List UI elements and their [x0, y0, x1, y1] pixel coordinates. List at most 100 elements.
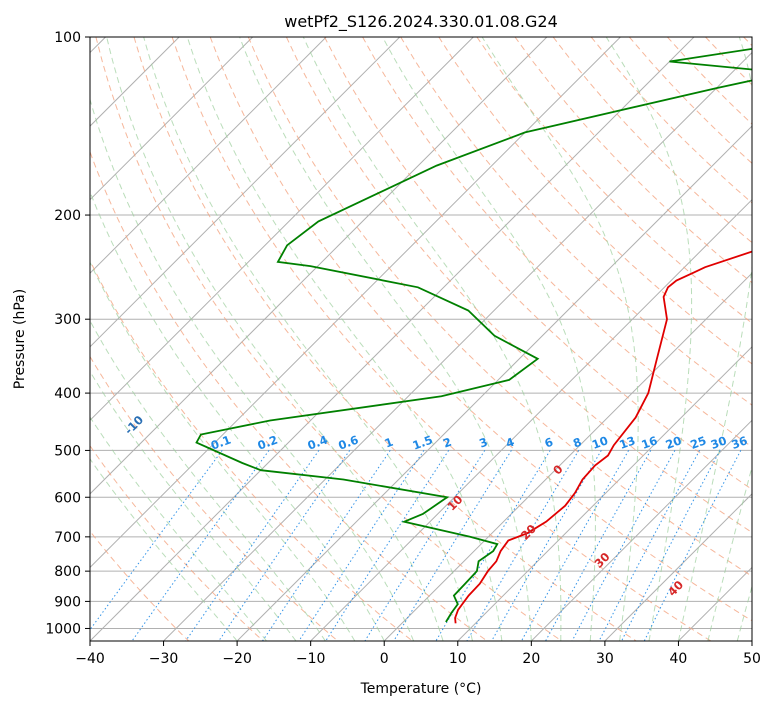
- isotherm-gridline: [90, 37, 621, 569]
- dry-adiabat: [95, 37, 562, 641]
- mixing-ratio-label: 10: [590, 433, 610, 452]
- mixing-ratio-line: [466, 450, 580, 641]
- mixing-ratio-label: 0.2: [256, 433, 280, 453]
- isotherm-gridline: [678, 566, 752, 641]
- isotherm-gridline: [90, 37, 695, 641]
- moist-adiabat: [707, 464, 752, 641]
- dry-adiabat: [90, 150, 488, 641]
- mixing-ratio-label: 1: [383, 435, 395, 451]
- isotherm-gridline: [90, 37, 254, 201]
- dry-adiabat: [90, 259, 413, 641]
- moist-adiabat: [90, 261, 356, 641]
- isotherm-gridline: [90, 37, 401, 348]
- y-tick-label: 600: [54, 490, 81, 506]
- y-tick-label: 800: [54, 564, 81, 580]
- y-axis: 100 200 300 400 500 600 700 800 900 1000: [45, 30, 90, 637]
- mixing-ratio-label: 0.1: [209, 433, 233, 453]
- mixing-ratio-line: [571, 450, 676, 641]
- mixing-ratio-label: 16: [639, 433, 659, 452]
- y-tick-label: 900: [54, 594, 81, 610]
- x-tick-label: 30: [596, 651, 614, 667]
- x-tick-label: −10: [296, 651, 326, 667]
- isotherm-gridline: [751, 640, 752, 641]
- dry-adiabat: [590, 37, 752, 204]
- y-tick-label: 500: [54, 443, 81, 459]
- dry-adiabat: [628, 37, 752, 164]
- mixing-ratio-label: 25: [688, 433, 708, 452]
- y-tick-label: 1000: [45, 621, 81, 637]
- mixing-ratio-label: 20: [664, 433, 684, 452]
- mixing-ratio-line: [393, 450, 512, 641]
- moist-adiabat: [736, 584, 752, 641]
- isotherm-gridline: [530, 419, 752, 641]
- dry-adiabat: [171, 37, 712, 641]
- data-lines: [195, 47, 752, 624]
- mixing-ratio-label: 0.4: [306, 433, 330, 453]
- x-axis-label: Temperature (°C): [360, 681, 482, 697]
- dry-adiabat: [400, 37, 752, 406]
- mixing-ratio-label: 36: [730, 433, 750, 452]
- moist-adiabat: [90, 370, 297, 641]
- mixing-ratio-line: [491, 450, 602, 641]
- mixing-ratio-label: 30: [709, 433, 729, 452]
- mixing-ratio-line: [185, 450, 320, 641]
- moist-adiabat: [481, 37, 639, 641]
- isotherm-gridline: [90, 37, 548, 495]
- temperature-profile: [454, 250, 752, 624]
- mixing-ratio-line: [298, 450, 425, 641]
- isotherm-gridline: [457, 346, 752, 641]
- mixing-ratio-label: 13: [617, 433, 637, 452]
- x-tick-label: 40: [670, 651, 688, 667]
- mixing-ratio-label: 2: [441, 435, 453, 451]
- dry-adiabat-label: -10: [122, 413, 147, 438]
- dry-adiabat: [438, 37, 752, 365]
- y-tick-label: 400: [54, 386, 81, 402]
- mixing-ratio-line: [621, 450, 721, 641]
- mixing-ratio-line: [598, 450, 701, 641]
- x-tick-label: −30: [149, 651, 179, 667]
- mixing-ratio-line: [262, 450, 391, 641]
- x-tick-label: −20: [222, 651, 252, 667]
- dry-adiabat: [133, 37, 637, 641]
- moist-adiabat: [382, 37, 596, 641]
- moist-adiabat: [605, 37, 693, 641]
- moist-adiabat: [90, 416, 267, 641]
- dry-adiabat: [90, 444, 264, 641]
- dry-adiabat: [209, 37, 752, 622]
- moist-adiabat-label: 40: [665, 578, 686, 599]
- moist-adiabat: [90, 457, 238, 641]
- dry-adiabat: [705, 37, 752, 86]
- chart-title: wetPf2_S126.2024.330.01.08.G24: [284, 12, 558, 32]
- background-lines: [90, 37, 752, 641]
- dewpoint-profile: [195, 47, 752, 623]
- x-tick-label: 10: [449, 651, 467, 667]
- dry-adiabat: [90, 530, 190, 641]
- dry-adiabat: [667, 37, 752, 125]
- y-tick-label: 100: [54, 30, 81, 46]
- x-axis: −40 −30 −20 −10 0 10 20 30 40 50: [75, 641, 761, 667]
- y-tick-label: 300: [54, 312, 81, 328]
- moist-adiabat-label: 20: [518, 522, 539, 543]
- x-tick-label: 0: [380, 651, 389, 667]
- y-axis-label: Pressure (hPa): [12, 289, 28, 389]
- moist-adiabat-label: 10: [444, 492, 465, 513]
- dry-adiabat: [324, 37, 752, 490]
- x-tick-label: 50: [743, 651, 761, 667]
- dry-adiabat: [476, 37, 752, 324]
- dry-adiabat: [743, 37, 752, 47]
- x-tick-label: 20: [522, 651, 540, 667]
- y-tick-label: 700: [54, 530, 81, 546]
- inline-labels: 0.10.20.40.611.52346810131620253036-100-…: [122, 413, 750, 599]
- mixing-ratio-label: 1.5: [411, 433, 435, 453]
- dry-adiabat: [285, 37, 752, 534]
- plot-frame: [89, 36, 753, 642]
- mixing-ratio-line: [90, 450, 223, 631]
- mixing-ratio-line: [364, 450, 486, 641]
- isotherm-gridline: [604, 493, 752, 641]
- dry-adiabat: [247, 37, 752, 577]
- mixing-ratio-label: 8: [571, 435, 583, 451]
- moist-adiabat: [90, 190, 385, 641]
- dry-adiabat: [90, 355, 339, 641]
- isotherm-gridline: [236, 125, 752, 641]
